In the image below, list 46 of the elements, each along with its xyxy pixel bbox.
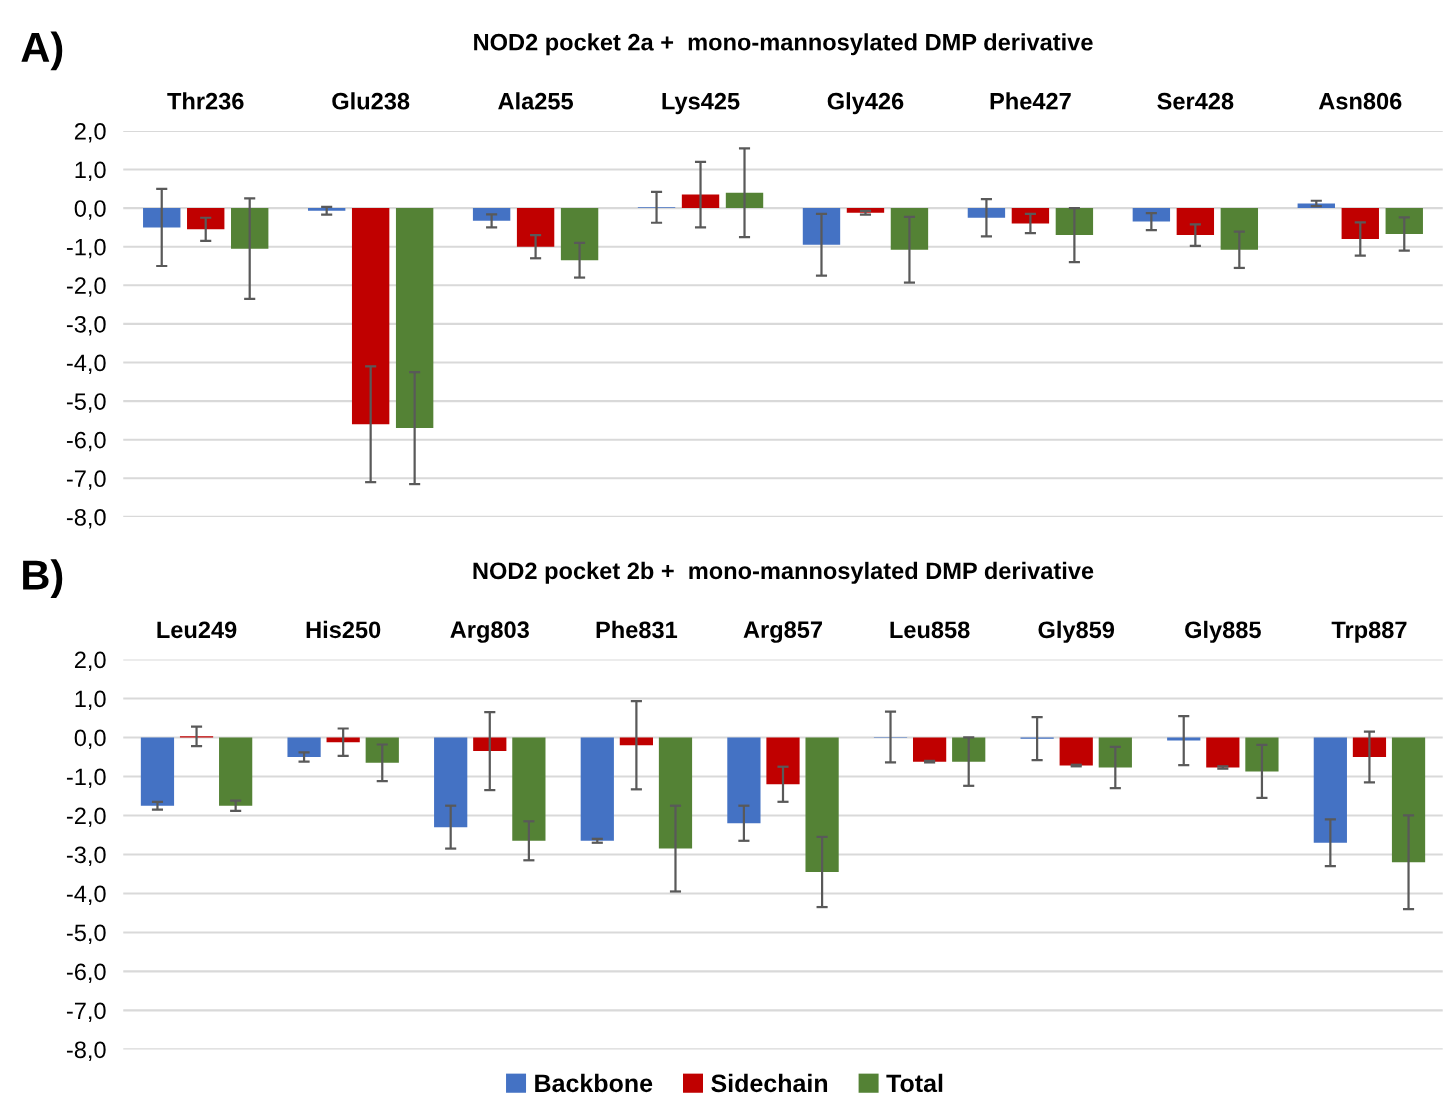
x-tick-label: Asn806	[1318, 92, 1402, 110]
x-tick-label: Gly426	[827, 92, 904, 115]
y-tick-label: 0,0	[74, 200, 106, 220]
x-tick-label: Trp887	[1331, 621, 1407, 643]
x-tick-label: His250	[306, 620, 381, 639]
legend-label: Sidechain	[711, 1073, 828, 1093]
x-tick-label: Lys425	[662, 92, 740, 115]
y-tick-label: -7,0	[66, 470, 106, 490]
y-tick-label: -3,0	[66, 315, 106, 336]
y-tick-label: -5,0	[66, 924, 106, 944]
y-tick-label: -8,0	[66, 508, 106, 529]
y-tick-label: -4,0	[66, 885, 106, 905]
legend-label: Backbone	[535, 1073, 653, 1093]
x-tick-label: Phe831	[596, 620, 678, 639]
text: A)	[21, 31, 63, 71]
chart-title: NOD2 pocket 2b + mono-mannosylated DMP derivative	[473, 561, 1094, 584]
x-tick-label: Gly859	[1038, 620, 1115, 643]
y-tick-label: 2,0	[74, 651, 106, 672]
x-tick-label: Gly885	[1185, 620, 1261, 643]
y-tick-label: -8,0	[66, 1041, 106, 1061]
x-tick-label: Leu249	[157, 621, 237, 639]
x-tick-label: Ser428	[1157, 92, 1234, 110]
y-tick-label: 2,0	[74, 122, 106, 143]
x-tick-label: Ala255	[498, 92, 574, 110]
y-tick-label: 0,0	[74, 729, 106, 750]
x-tick-label: Glu238	[332, 92, 410, 110]
x-tick-label: Arg803	[450, 621, 529, 643]
y-tick-label: -2,0	[66, 277, 106, 297]
y-tick-label: -5,0	[66, 393, 106, 413]
legend-label: Total	[886, 1073, 943, 1093]
y-tick-label: -1,0	[66, 768, 106, 789]
y-tick-label: -2,0	[66, 807, 106, 828]
y-tick-label: -7,0	[66, 1002, 106, 1022]
x-tick-label: Leu858	[890, 621, 970, 639]
y-tick-label: -1,0	[66, 238, 106, 259]
y-tick-label: -6,0	[66, 431, 106, 452]
y-tick-label: -3,0	[66, 846, 106, 867]
x-tick-label: Phe427	[990, 92, 1071, 110]
y-tick-label: 1,0	[75, 161, 106, 182]
y-tick-label: -4,0	[66, 354, 106, 375]
text: B)	[23, 559, 63, 599]
chart-title: NOD2 pocket 2a + mono-mannosylated DMP derivative	[474, 33, 1093, 56]
x-tick-label: Thr236	[167, 92, 244, 110]
x-tick-label: Arg857	[743, 621, 822, 643]
y-tick-label: -6,0	[66, 963, 106, 983]
y-tick-label: 1,0	[75, 690, 106, 711]
